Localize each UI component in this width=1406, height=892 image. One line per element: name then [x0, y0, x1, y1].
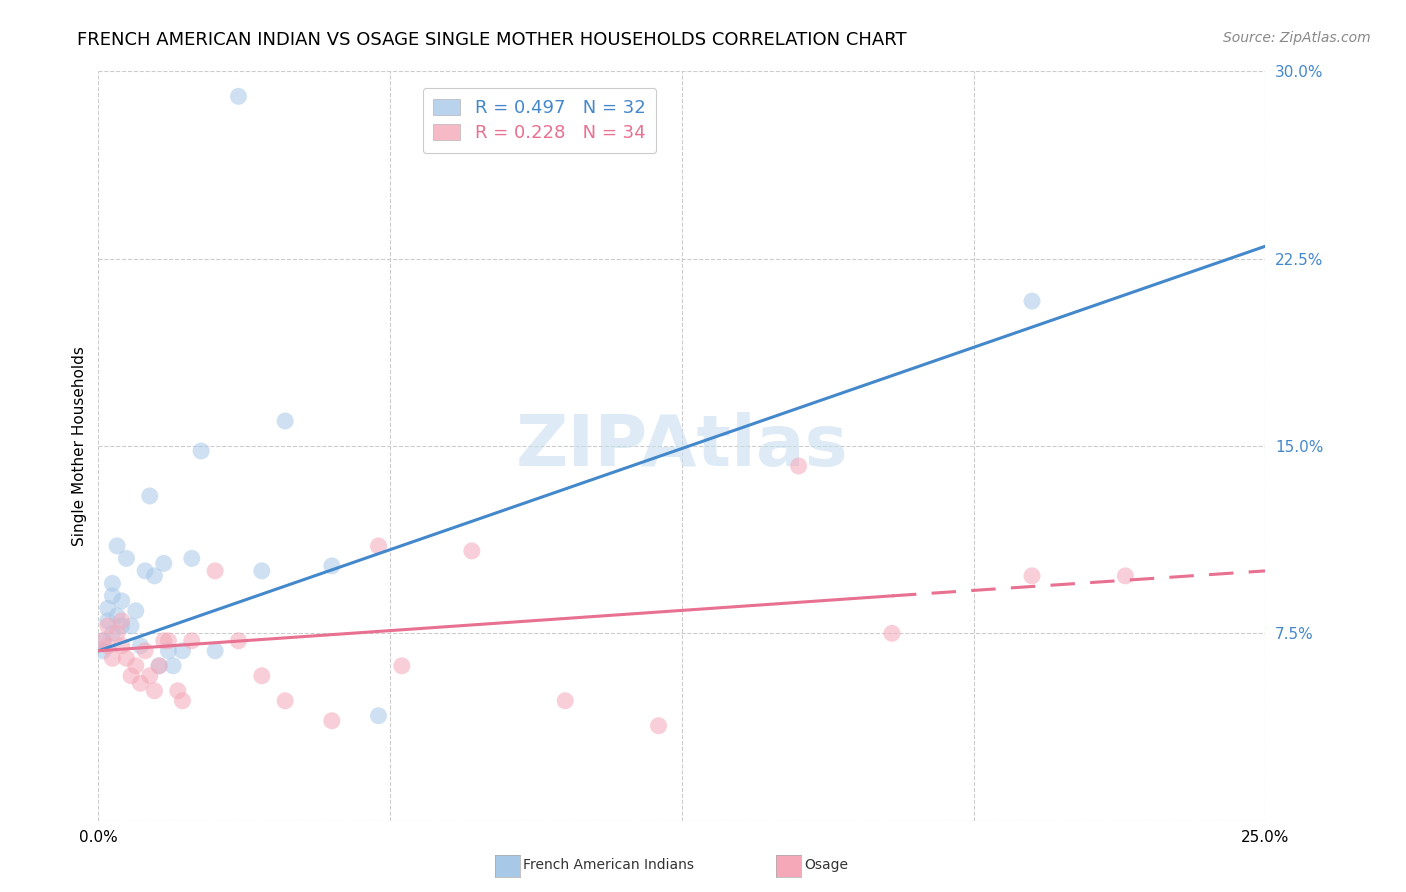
Point	[97, 614, 120, 628]
Point	[134, 564, 156, 578]
Point	[143, 569, 166, 583]
Point	[190, 444, 212, 458]
Point	[111, 639, 134, 653]
Point	[139, 669, 162, 683]
Point	[97, 619, 120, 633]
Point	[97, 639, 120, 653]
Point	[1021, 569, 1043, 583]
Point	[111, 594, 134, 608]
Point	[129, 676, 152, 690]
Point	[180, 551, 202, 566]
Point	[105, 539, 128, 553]
Point	[105, 626, 128, 640]
Point	[139, 489, 162, 503]
Point	[367, 708, 389, 723]
Point	[250, 669, 273, 683]
Text: ZIPAtlas: ZIPAtlas	[516, 411, 848, 481]
Point	[129, 639, 152, 653]
Point	[204, 564, 226, 578]
Point	[180, 633, 202, 648]
Point	[250, 564, 273, 578]
Point	[274, 414, 297, 428]
Point	[148, 658, 170, 673]
Point	[111, 614, 134, 628]
Point	[554, 694, 576, 708]
Point	[120, 619, 142, 633]
Point	[1114, 569, 1136, 583]
Y-axis label: Single Mother Households: Single Mother Households	[72, 346, 87, 546]
Point	[321, 558, 343, 573]
Point	[101, 576, 124, 591]
Point	[228, 633, 250, 648]
Point	[97, 601, 120, 615]
Text: French American Indians: French American Indians	[523, 858, 695, 872]
Point	[787, 458, 810, 473]
Point	[152, 557, 174, 571]
Point	[162, 658, 184, 673]
Point	[134, 644, 156, 658]
Legend: R = 0.497   N = 32, R = 0.228   N = 34: R = 0.497 N = 32, R = 0.228 N = 34	[423, 88, 657, 153]
Point	[1021, 294, 1043, 309]
Point	[91, 644, 114, 658]
Point	[125, 604, 148, 618]
Point	[105, 608, 128, 623]
Point	[101, 589, 124, 603]
Point	[204, 644, 226, 658]
Text: Source: ZipAtlas.com: Source: ZipAtlas.com	[1223, 31, 1371, 45]
Point	[120, 669, 142, 683]
Point	[172, 694, 194, 708]
Point	[101, 651, 124, 665]
Point	[111, 619, 134, 633]
Point	[228, 89, 250, 103]
Point	[152, 633, 174, 648]
Point	[274, 694, 297, 708]
Point	[91, 633, 114, 648]
Point	[91, 633, 114, 648]
Point	[880, 626, 903, 640]
Point	[391, 658, 413, 673]
Point	[101, 626, 124, 640]
Point	[115, 651, 138, 665]
Point	[461, 544, 484, 558]
Point	[125, 658, 148, 673]
Text: FRENCH AMERICAN INDIAN VS OSAGE SINGLE MOTHER HOUSEHOLDS CORRELATION CHART: FRENCH AMERICAN INDIAN VS OSAGE SINGLE M…	[77, 31, 907, 49]
Point	[166, 683, 188, 698]
Point	[172, 644, 194, 658]
Text: Osage: Osage	[804, 858, 848, 872]
Point	[148, 658, 170, 673]
Point	[143, 683, 166, 698]
Point	[647, 719, 669, 733]
Point	[321, 714, 343, 728]
Point	[367, 539, 389, 553]
Point	[157, 633, 180, 648]
Point	[115, 551, 138, 566]
Point	[157, 644, 180, 658]
